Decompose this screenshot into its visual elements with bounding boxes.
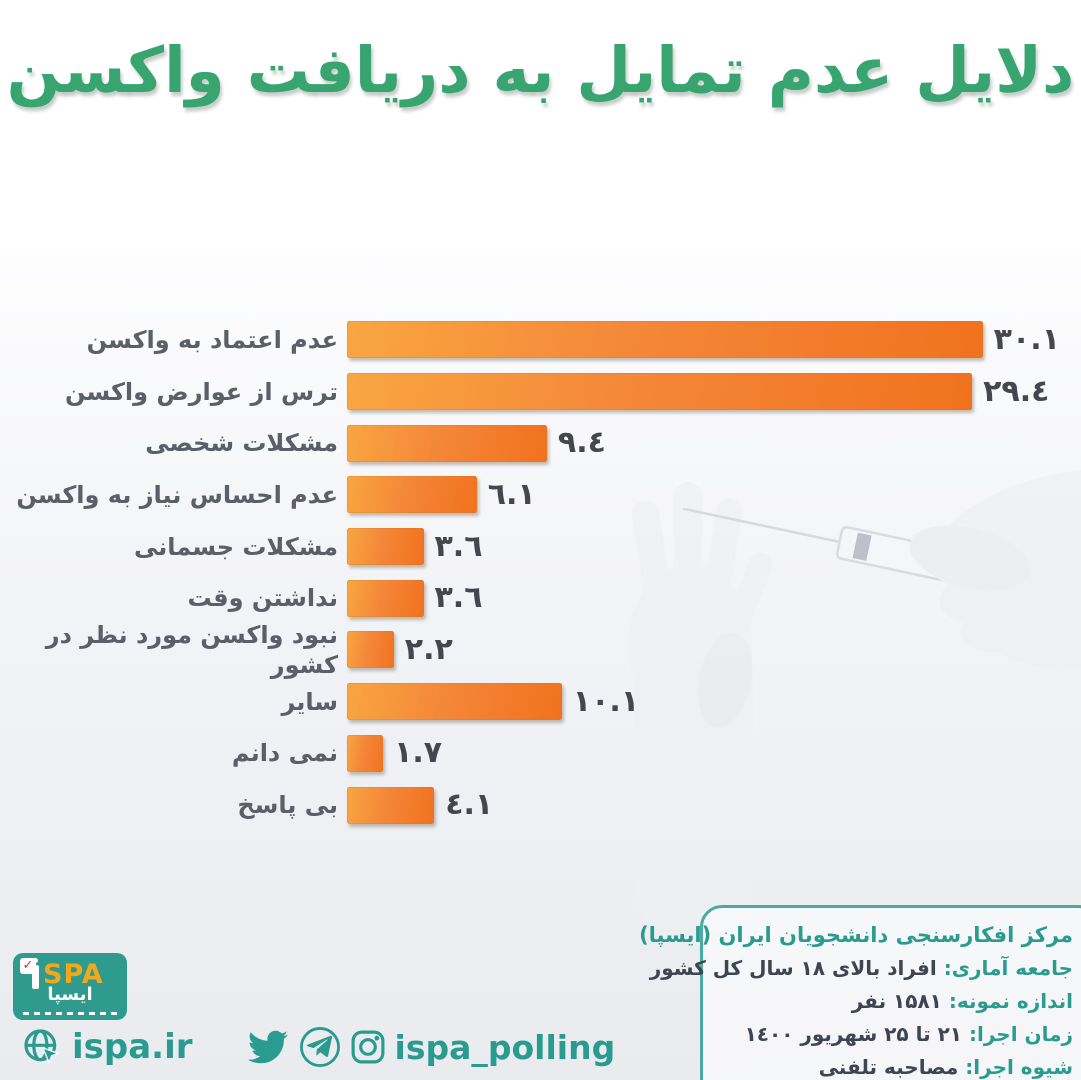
- info-value: مصاحبه تلفنی: [818, 1055, 959, 1079]
- bar-row: بی پاسخ ٤.۱: [0, 779, 1060, 831]
- ispa-logo: ✓ SPA ایسپا: [13, 953, 127, 1020]
- globe-icon: [24, 1029, 60, 1065]
- info-value: ۱۵۸۱ نفر: [851, 989, 942, 1013]
- value-label: ٤.۱: [445, 787, 494, 823]
- page-title: دلایل عدم تمایل به دریافت واکسن: [6, 34, 1075, 107]
- bar: [347, 424, 547, 462]
- instagram-handle-text: ispa_polling: [394, 1027, 616, 1067]
- category-label: ترس از عوارض واکسن: [64, 377, 338, 406]
- info-label: زمان اجرا:: [968, 1022, 1073, 1046]
- bar-row: مشکلات جسمانی ۳.٦: [0, 521, 1060, 573]
- value-label: ۹.٤: [557, 425, 606, 461]
- value-label: ۲۹.٤: [983, 373, 1050, 409]
- bar: [347, 734, 384, 772]
- info-box: مرکز افکارسنجی دانشجویان ایران (ایسپا) ج…: [639, 905, 1081, 1080]
- value-label: ٦.۱: [487, 476, 536, 512]
- bar: [347, 373, 973, 411]
- info-label: جامعه آماری:: [943, 956, 1073, 980]
- bar-row: عدم احساس نیاز به واکسن ٦.۱: [0, 469, 1060, 521]
- bar-row: سایر ۱۰.۱: [0, 676, 1060, 728]
- website-text: ispa.ir: [72, 1027, 193, 1067]
- logo-spa-text: SPA: [43, 959, 104, 990]
- bar-row: نداشتن وقت ۳.٦: [0, 572, 1060, 624]
- twitter-icon: [247, 1030, 288, 1064]
- category-label: نداشتن وقت: [187, 584, 339, 613]
- category-label: سایر: [281, 687, 338, 716]
- bar: [347, 683, 562, 721]
- category-label: مشکلات شخصی: [145, 429, 338, 458]
- bar-row: ترس از عوارض واکسن ۲۹.٤: [0, 366, 1060, 418]
- value-label: ۳۰.۱: [993, 321, 1060, 357]
- bar-row: نبود واکسن مورد نظر در کشور ۲.۲: [0, 621, 1060, 679]
- value-label: ۳.٦: [434, 580, 483, 616]
- info-value: ۲۱ تا ۲۵ شهریور ۱٤۰۰: [744, 1022, 963, 1046]
- value-label: ۱۰.۱: [572, 683, 640, 719]
- bar: [347, 528, 424, 566]
- value-label: ۲.۲: [404, 631, 453, 667]
- bar: [347, 631, 394, 669]
- logo-alef-bar-icon: [32, 958, 39, 989]
- info-row: زمان اجرا: ۲۱ تا ۲۵ شهریور ۱٤۰۰: [703, 1018, 1073, 1051]
- info-label: شیوه اجرا:: [965, 1055, 1073, 1079]
- bar-row: مشکلات شخصی ۹.٤: [0, 417, 1060, 469]
- info-value: افراد بالای ۱۸ سال کل کشور: [649, 956, 937, 980]
- footer-social-bar: ispa.ir ispa_polling: [14, 1026, 615, 1068]
- category-label: مشکلات جسمانی: [133, 532, 338, 561]
- category-label: بی پاسخ: [237, 791, 338, 820]
- logo-persian-text: ایسپا: [47, 984, 93, 1005]
- bar: [347, 321, 983, 359]
- bar-row: نمی دانم ۱.۷: [0, 728, 1060, 780]
- category-label: نبود واکسن مورد نظر در کشور: [45, 620, 338, 679]
- bar: [347, 579, 424, 617]
- value-label: ۱.۷: [394, 735, 443, 771]
- info-label: اندازه نمونه:: [948, 989, 1073, 1013]
- bar-rows: عدم اعتماد به واکسن ۳۰.۱ ترس از عوارض واکس…: [0, 314, 1060, 831]
- telegram-icon: [299, 1027, 340, 1067]
- value-label: ۳.٦: [434, 528, 483, 564]
- category-label: عدم احساس نیاز به واکسن: [16, 480, 338, 509]
- instagram-icon: [351, 1030, 384, 1064]
- info-row: اندازه نمونه: ۱۵۸۱ نفر: [703, 985, 1073, 1018]
- category-label: نمی دانم: [231, 739, 338, 768]
- info-box-title: مرکز افکارسنجی دانشجویان ایران (ایسپا): [639, 923, 1073, 947]
- info-row: جامعه آماری: افراد بالای ۱۸ سال کل کشور: [650, 952, 1073, 985]
- bar: [347, 786, 435, 824]
- bar-chart: عدم اعتماد به واکسن ۳۰.۱ ترس از عوارض واکس…: [0, 314, 1060, 831]
- bar-row: عدم اعتماد به واکسن ۳۰.۱: [0, 314, 1060, 366]
- category-label: عدم اعتماد به واکسن: [86, 325, 338, 354]
- logo-dashes: [23, 1012, 117, 1015]
- bar: [347, 476, 477, 514]
- info-row: شیوه اجرا: مصاحبه تلفنی: [703, 1051, 1073, 1080]
